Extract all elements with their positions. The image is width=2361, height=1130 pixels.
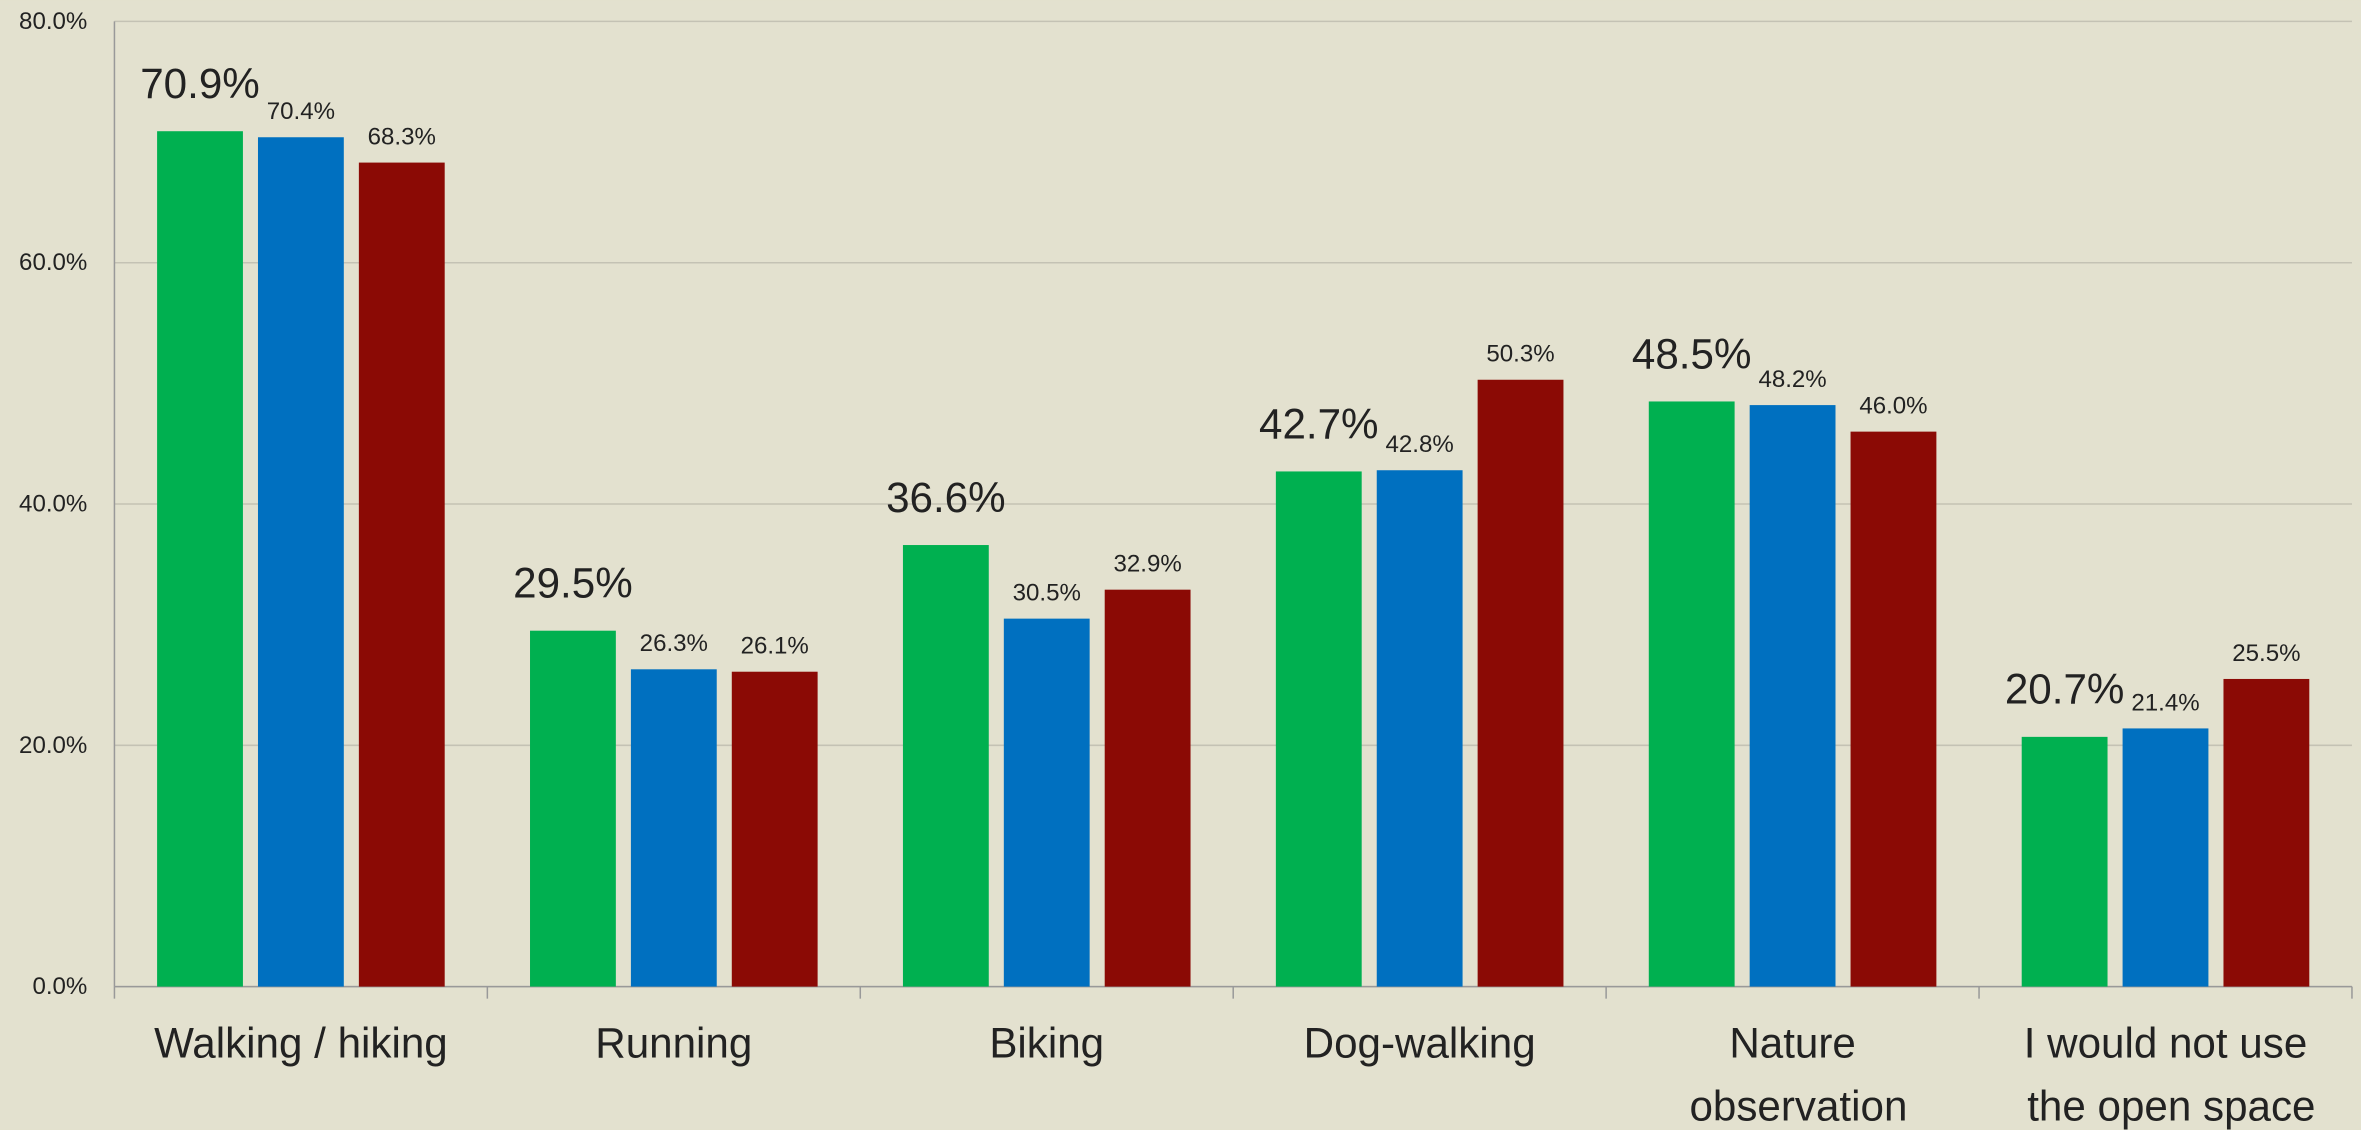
- value-label: 26.3%: [640, 630, 708, 657]
- bar: [630, 669, 717, 987]
- bar: [1648, 401, 1735, 987]
- x-tick-label: Walking / hiking: [154, 1019, 448, 1066]
- value-label: 46.0%: [1859, 393, 1927, 420]
- value-label: 32.9%: [1113, 551, 1181, 578]
- bar: [1104, 589, 1191, 987]
- bar: [2122, 728, 2209, 987]
- bar: [1850, 431, 1937, 987]
- value-label: 42.8%: [1386, 431, 1454, 458]
- x-tick-label: I would not use the open space: [2015, 1019, 2315, 1129]
- bar: [1477, 379, 1564, 987]
- bar: [1749, 405, 1836, 987]
- bar: [2021, 736, 2108, 987]
- bar: [530, 630, 616, 987]
- y-tick-label: 60.0%: [19, 249, 87, 276]
- bar: [257, 137, 344, 987]
- bar: [358, 162, 445, 987]
- y-tick-label: 40.0%: [19, 491, 87, 518]
- bar: [731, 671, 818, 987]
- value-label: 36.6%: [886, 474, 1006, 521]
- x-tick-label: Nature observation: [1678, 1019, 1908, 1129]
- bar: [1275, 471, 1362, 987]
- value-label: 42.7%: [1259, 400, 1379, 447]
- value-label: 48.2%: [1758, 366, 1826, 393]
- value-label: 20.7%: [2005, 666, 2125, 713]
- value-label: 68.3%: [368, 124, 436, 151]
- value-label: 25.5%: [2232, 640, 2300, 667]
- bar: [2223, 678, 2310, 987]
- bar: [1003, 618, 1090, 987]
- y-tick-label: 0.0%: [32, 973, 87, 1000]
- value-label: 70.4%: [267, 98, 335, 125]
- y-tick-label: 80.0%: [19, 8, 87, 35]
- value-label: 29.5%: [513, 560, 633, 607]
- bar: [902, 545, 989, 987]
- value-label: 50.3%: [1486, 341, 1554, 368]
- value-label: 30.5%: [1013, 580, 1081, 607]
- value-label: 48.5%: [1632, 330, 1752, 377]
- x-tick-label: Dog-walking: [1304, 1019, 1536, 1066]
- bar: [157, 131, 243, 987]
- value-label: 70.9%: [140, 60, 260, 107]
- x-tick-label: Biking: [989, 1019, 1104, 1066]
- value-label: 21.4%: [2131, 689, 2199, 716]
- value-label: 26.1%: [741, 633, 809, 660]
- y-tick-label: 20.0%: [19, 732, 87, 759]
- x-tick-label: Running: [595, 1019, 752, 1066]
- bar: [1376, 470, 1463, 987]
